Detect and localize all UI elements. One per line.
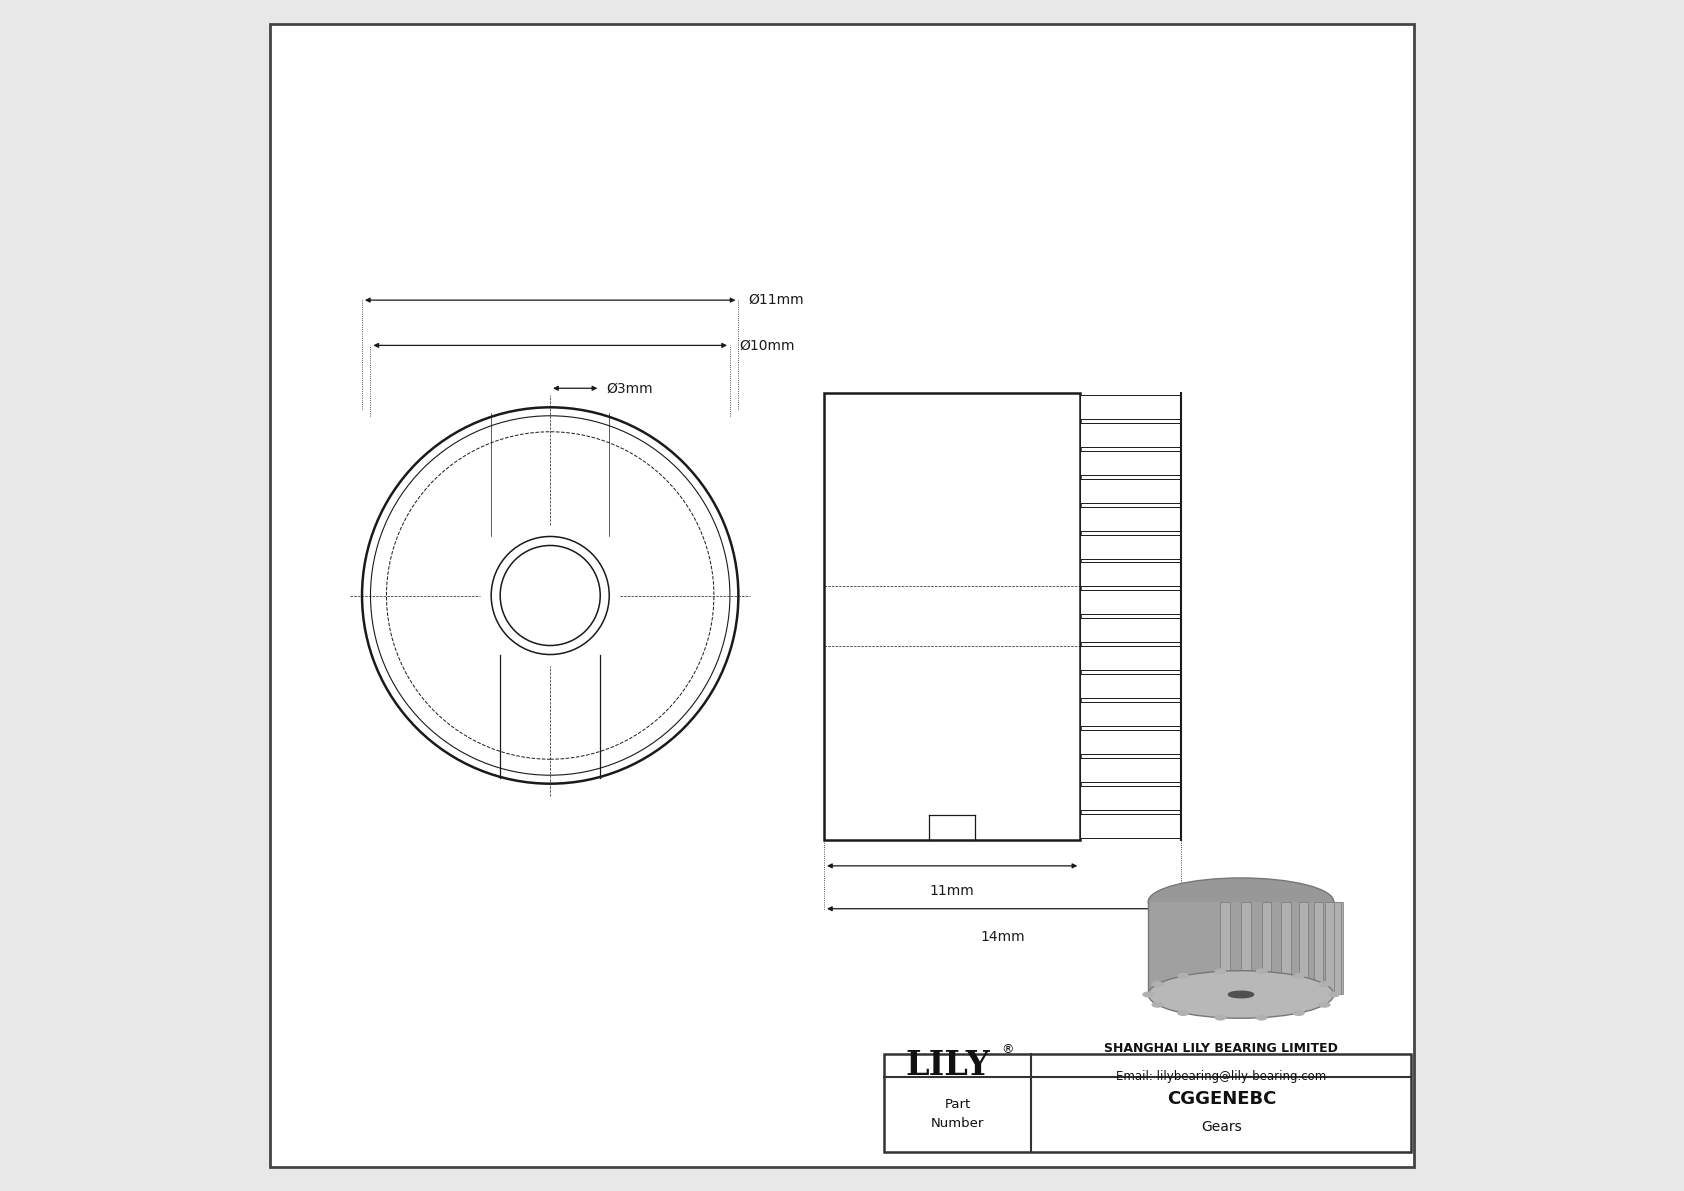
Text: Ø10mm: Ø10mm: [739, 338, 795, 353]
Bar: [1334, 902, 1344, 994]
Bar: [1221, 902, 1229, 994]
Text: Part
Number: Part Number: [931, 1098, 983, 1130]
Bar: [1241, 902, 1251, 994]
Ellipse shape: [1148, 971, 1334, 1018]
Bar: [1314, 902, 1324, 994]
Text: 11mm: 11mm: [930, 884, 975, 898]
Bar: [823, 393, 1079, 840]
Bar: [1079, 423, 1182, 447]
Bar: [1079, 813, 1182, 837]
Bar: [1079, 730, 1182, 754]
Bar: [1079, 618, 1182, 642]
Bar: [1261, 902, 1271, 994]
Text: 14mm: 14mm: [980, 930, 1026, 944]
Ellipse shape: [1256, 968, 1268, 974]
Ellipse shape: [1152, 981, 1164, 987]
Ellipse shape: [1319, 981, 1330, 987]
Circle shape: [492, 536, 610, 655]
Text: Gears: Gears: [1201, 1121, 1241, 1134]
Ellipse shape: [1293, 1010, 1305, 1016]
Bar: [1332, 902, 1340, 994]
Bar: [1282, 902, 1290, 994]
Bar: [1079, 757, 1182, 781]
Text: SHANGHAI LILY BEARING LIMITED: SHANGHAI LILY BEARING LIMITED: [1105, 1042, 1339, 1055]
Bar: [1079, 479, 1182, 503]
Bar: [1079, 674, 1182, 698]
Ellipse shape: [1229, 991, 1253, 998]
Text: Ø11mm: Ø11mm: [748, 293, 803, 307]
Bar: [1079, 786, 1182, 810]
Bar: [1325, 902, 1334, 994]
Bar: [1079, 591, 1182, 615]
Ellipse shape: [1327, 991, 1340, 998]
Bar: [1079, 535, 1182, 559]
Ellipse shape: [1148, 878, 1334, 925]
Ellipse shape: [1256, 1015, 1268, 1021]
Circle shape: [362, 407, 738, 784]
Ellipse shape: [1319, 1002, 1330, 1008]
Bar: [1079, 701, 1182, 727]
Ellipse shape: [1152, 1002, 1164, 1008]
Text: LILY: LILY: [906, 1049, 990, 1081]
Bar: [1148, 902, 1334, 994]
Ellipse shape: [1142, 991, 1154, 998]
Bar: [1079, 451, 1182, 475]
Text: CGGENEBC: CGGENEBC: [1167, 1090, 1276, 1108]
Ellipse shape: [1293, 973, 1305, 979]
Ellipse shape: [1214, 1015, 1226, 1021]
Circle shape: [500, 545, 600, 646]
Bar: [884, 1054, 1411, 1152]
Text: Ø3mm: Ø3mm: [606, 381, 653, 395]
Bar: [1079, 506, 1182, 531]
Bar: [1079, 395, 1182, 419]
Text: ®: ®: [1002, 1043, 1014, 1056]
Text: Email: lilybearing@lily-bearing.com: Email: lilybearing@lily-bearing.com: [1116, 1070, 1327, 1083]
Bar: [1079, 647, 1182, 671]
Ellipse shape: [1214, 968, 1226, 974]
Bar: [1079, 562, 1182, 586]
Bar: [1298, 902, 1308, 994]
Ellipse shape: [1177, 973, 1189, 979]
Ellipse shape: [1177, 1010, 1189, 1016]
